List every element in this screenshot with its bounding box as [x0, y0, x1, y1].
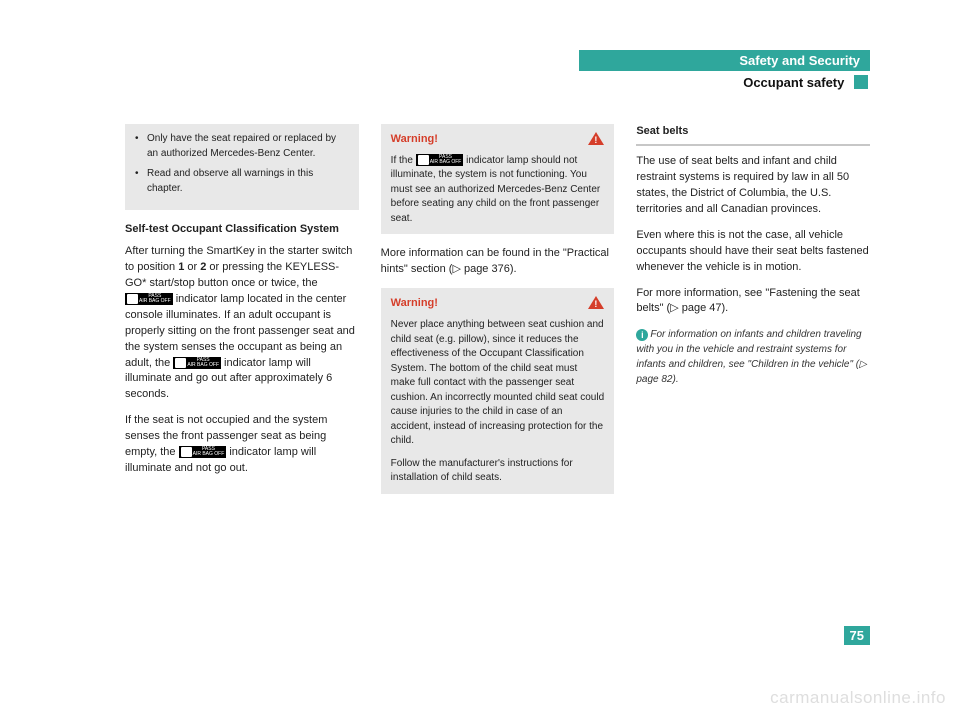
- info-note: iFor information on infants and children…: [636, 327, 870, 387]
- warning-header: Warning!: [391, 296, 605, 312]
- paragraph: If the seat is not occupied and the syst…: [125, 413, 359, 477]
- section-title-text: Occupant safety: [743, 75, 844, 90]
- warning-triangle-icon: [588, 132, 604, 145]
- page-header: Safety and Security Occupant safety: [579, 50, 870, 90]
- section-heading: Seat belts: [636, 124, 870, 140]
- warning-box: Warning! Never place anything between se…: [381, 288, 615, 493]
- list-item: Only have the seat repaired or replaced …: [135, 132, 349, 161]
- info-icon: i: [636, 329, 648, 341]
- paragraph: Even where this is not the case, all veh…: [636, 228, 870, 276]
- warning-triangle-icon: [588, 296, 604, 309]
- warning-text: Never place anything between seat cushio…: [391, 318, 605, 449]
- list-item: Read and observe all warnings in this ch…: [135, 167, 349, 196]
- paragraph: After turning the SmartKey in the starte…: [125, 244, 359, 403]
- warning-label: Warning!: [391, 132, 438, 148]
- warning-text: Follow the manufacturer's instructions f…: [391, 457, 605, 486]
- section-marker-icon: [854, 75, 868, 89]
- pass-air-bag-off-icon: PASSAIR BAG OFF: [179, 446, 227, 458]
- content-columns: Only have the seat repaired or replaced …: [125, 124, 870, 506]
- pass-air-bag-off-icon: PASSAIR BAG OFF: [416, 154, 464, 166]
- paragraph: For more information, see "Fastening the…: [636, 286, 870, 318]
- pass-air-bag-off-icon: PASSAIR BAG OFF: [173, 357, 221, 369]
- manual-page: Safety and Security Occupant safety Only…: [0, 0, 960, 720]
- column-1: Only have the seat repaired or replaced …: [125, 124, 359, 506]
- subheading: Self-test Occupant Classification System: [125, 222, 359, 238]
- page-number: 75: [844, 626, 870, 645]
- pass-air-bag-off-icon: PASSAIR BAG OFF: [125, 293, 173, 305]
- section-title: Occupant safety: [579, 75, 870, 90]
- warning-text: If the PASSAIR BAG OFF indicator lamp sh…: [391, 154, 605, 227]
- column-2: Warning! If the PASSAIR BAG OFF indicato…: [381, 124, 615, 506]
- note-box: Only have the seat repaired or replaced …: [125, 124, 359, 210]
- watermark: carmanualsonline.info: [770, 688, 946, 708]
- chapter-title: Safety and Security: [579, 50, 870, 71]
- paragraph: More information can be found in the "Pr…: [381, 246, 615, 278]
- column-3: Seat belts The use of seat belts and inf…: [636, 124, 870, 506]
- warning-label: Warning!: [391, 296, 438, 312]
- divider: [636, 144, 870, 146]
- warning-box: Warning! If the PASSAIR BAG OFF indicato…: [381, 124, 615, 234]
- warning-header: Warning!: [391, 132, 605, 148]
- paragraph: The use of seat belts and infant and chi…: [636, 154, 870, 218]
